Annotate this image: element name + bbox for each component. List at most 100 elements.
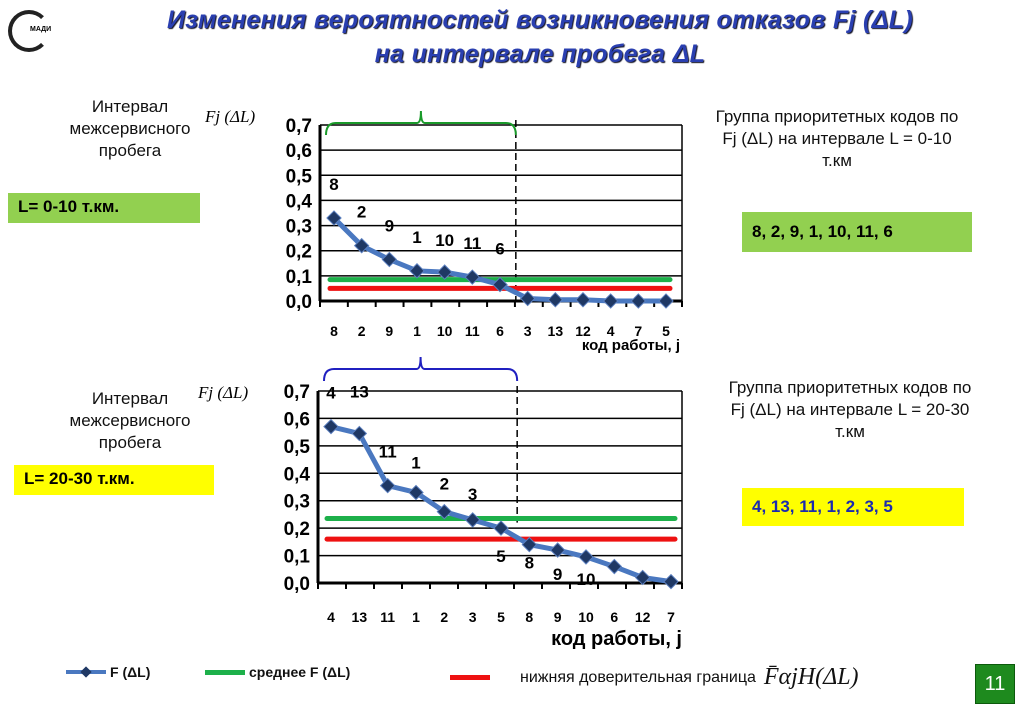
chart1-data-point (547, 291, 564, 308)
chart2-x-tick-label: 10 (578, 609, 594, 625)
chart1-y-tick-label: 0,4 (286, 191, 313, 212)
chart2-data-point (351, 425, 368, 442)
chart2-data-point (578, 549, 594, 565)
legend-series-label: F (ΔL) (110, 664, 151, 680)
chart2-data-point (493, 520, 509, 536)
chart1-y-tick-label: 0,1 (286, 267, 313, 288)
chart2-data-point (549, 542, 566, 558)
chart2-x-tick-label: 6 (610, 609, 618, 625)
chart1-y-tick-label: 0,6 (286, 141, 312, 162)
top-interval-value: L= 0-10 т.км. (8, 193, 200, 223)
chart2-point-label: 8 (525, 554, 534, 573)
chart2-y-tick-label: 0,2 (284, 519, 310, 540)
chart1-y-tick-label: 0,0 (286, 292, 312, 313)
bottom-group-value: 4, 13, 11, 1, 2, 3, 5 (742, 488, 964, 526)
chart2-data-point (521, 536, 538, 553)
bottom-interval-value: L= 20-30 т.км. (14, 465, 214, 495)
legend-lower: нижняя доверительная граница F̄αjН(ΔL) (450, 664, 859, 691)
chart1-x-tick-label: 7 (634, 323, 642, 339)
chart2-y-tick-label: 0,6 (284, 409, 310, 430)
chart1-data-point (492, 276, 508, 293)
chart1-y-tick-label: 0,5 (286, 166, 313, 187)
chart1-y-tick-label: 0,7 (286, 116, 312, 137)
chart2-point-label: 11 (379, 443, 397, 462)
chart2-x-tick-label: 2 (440, 609, 448, 625)
chart2-data-point (379, 477, 396, 494)
chart1-x-tick-label: 10 (437, 323, 453, 339)
lower-legend-icon (450, 675, 490, 680)
chart2-point-label: 13 (350, 383, 369, 402)
chart2-data-point (634, 569, 651, 586)
chart2-point-label: 10 (577, 570, 596, 589)
title-line-1: Изменения вероятностей возникновения отк… (167, 6, 913, 34)
chart1-data-point (519, 290, 536, 307)
chart1-x-tick-label: 12 (575, 323, 591, 339)
chart2-point-label: 5 (496, 547, 505, 566)
chart2-priority-brace (323, 356, 519, 382)
mean-legend-icon (205, 669, 245, 675)
chart1-x-tick-label: 8 (330, 323, 338, 339)
chart1-point-label: 8 (329, 175, 338, 194)
chart1-y-axis-label: Fj (ΔL) (204, 107, 255, 126)
chart2-x-tick-label: 8 (525, 609, 533, 625)
chart2-data-point (606, 558, 623, 575)
chart2-data-point (408, 484, 424, 501)
chart2-y-tick-label: 0,3 (284, 492, 310, 513)
chart1-data-point (602, 293, 619, 309)
chart1-data-point (575, 291, 591, 308)
legend-formula: F̄αjН(ΔL) (763, 664, 859, 690)
legend-mean: среднее F (ΔL) (205, 664, 350, 680)
chart1-data-point (630, 293, 647, 309)
chart1-x-tick-label: 6 (496, 323, 504, 339)
legend-lower-label: нижняя доверительная граница (520, 668, 756, 686)
chart1-x-tick-label: 1 (413, 323, 421, 339)
chart1-x-tick-label: 2 (358, 323, 366, 339)
chart1-point-label: 1 (412, 228, 421, 247)
top-group-value: 8, 2, 9, 1, 10, 11, 6 (742, 212, 972, 252)
chart1-data-point (353, 237, 370, 254)
chart2-point-label: 4 (326, 384, 336, 403)
chart1-point-label: 9 (385, 217, 394, 236)
chart1-x-tick-label: 13 (548, 323, 564, 339)
chart1-x-axis-label: код работы, j (582, 337, 680, 354)
chart1-point-label: 6 (495, 240, 504, 259)
chart2-x-axis-label: код работы, j (551, 628, 682, 650)
chart1-x-tick-label: 9 (385, 323, 393, 339)
chart1-point-label: 2 (357, 203, 366, 222)
title-line-2: на интервале пробега ΔL (374, 40, 706, 68)
chart2-y-tick-label: 0,4 (284, 464, 311, 485)
chart2-point-label: 1 (411, 453, 420, 472)
chart2-y-tick-label: 0,0 (284, 574, 310, 595)
page-number: 11 (975, 664, 1015, 704)
top-interval-label: Интервал межсервисного пробега (69, 97, 191, 160)
chart2-x-tick-label: 3 (469, 609, 477, 625)
chart2-x-tick-label: 5 (497, 609, 505, 625)
chart1-priority-brace (325, 110, 517, 136)
chart2-point-label: 9 (553, 565, 562, 584)
bottom-group-label: Группа приоритетных кодов по Fj (ΔL) на … (728, 378, 972, 441)
chart2-x-tick-label: 12 (635, 609, 651, 625)
chart2-data-point (323, 418, 339, 435)
chart2-y-axis-label: Fj (ΔL) (197, 383, 248, 402)
chart2-y-tick-label: 0,5 (284, 437, 311, 458)
chart1-x-tick-label: 11 (465, 323, 480, 339)
chart2-y-tick-label: 0,7 (284, 382, 310, 403)
chart1-x-tick-label: 3 (524, 323, 532, 339)
chart2-data-point (663, 573, 679, 590)
madi-logo: МАДИ (8, 10, 51, 52)
legend-mean-label: среднее F (ΔL) (249, 664, 351, 680)
chart1-data-point (464, 269, 481, 285)
chart1-data-point (409, 263, 425, 279)
chart2-x-tick-label: 7 (667, 609, 675, 625)
chart1-y-tick-label: 0,2 (286, 242, 312, 263)
chart1-point-label: 10 (435, 231, 454, 250)
chart2-x-tick-label: 11 (380, 609, 395, 625)
bottom-interval-label: Интервал межсервисного пробега (69, 389, 191, 452)
chart1-x-tick-label: 5 (662, 323, 670, 339)
chart1-data-point (436, 264, 453, 280)
chart1-data-point (658, 293, 674, 309)
chart2-x-tick-label: 13 (352, 609, 368, 625)
chart2-point-label: 2 (440, 475, 449, 494)
